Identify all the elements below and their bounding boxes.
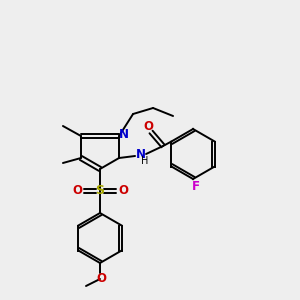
Text: H: H [141, 156, 149, 166]
Text: F: F [192, 179, 200, 193]
Text: O: O [72, 184, 82, 196]
Text: O: O [118, 184, 128, 196]
Text: O: O [96, 272, 106, 286]
Text: N: N [136, 148, 146, 161]
Text: N: N [119, 128, 129, 140]
Text: S: S [95, 184, 104, 197]
Text: O: O [143, 119, 153, 133]
